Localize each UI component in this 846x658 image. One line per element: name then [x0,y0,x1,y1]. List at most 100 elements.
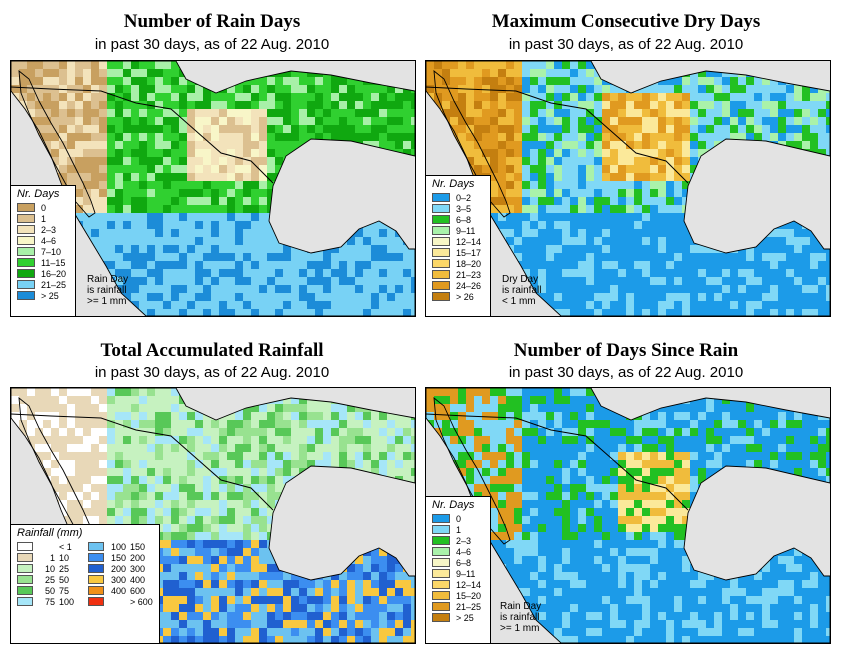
legend-row: 300 400 [88,574,159,585]
map-consecutive-dry-days: Nr. Days 0–2 3–5 6–8 9–11 12–14 15–17 18–20 21–… [425,60,831,317]
legend-label: > 26 [456,291,474,302]
legend-dry-days: Nr. Days 0–2 3–5 6–8 9–11 12–14 15–17 18–20 21–… [426,175,491,316]
dry-day-note: Dry Day is rainfall < 1 mm [502,274,541,307]
legend-swatch [432,204,450,213]
mexico-map [11,61,415,316]
note-line: Rain Day [87,274,129,285]
legend-swatch [17,247,35,256]
legend-swatch [17,597,33,606]
legend-label: 9–11 [456,225,476,236]
legend-row: 3–5 [426,203,490,214]
legend-range-high: < 1 [59,541,72,552]
legend-label: 6–8 [456,557,472,568]
legend-range-low: 100 [110,541,126,552]
legend-rain-days: Nr. Days 0 1 2–3 4–6 7–10 11–15 16–20 21–25 > 25 [11,185,76,316]
legend-row: 9–11 [426,568,490,579]
note-line: Rain Day [500,601,542,612]
panel2-title: Maximum Consecutive Dry Days [491,11,761,32]
legend-label: 18–20 [456,258,482,269]
panel3-subtitle: in past 30 days, as of 22 Aug. 2010 [94,364,330,381]
legend-swatch [17,236,35,245]
legend-swatch [17,203,35,212]
legend-label: 15–20 [456,590,482,601]
legend-swatch [17,258,35,267]
legend-row: 1 10 [17,552,88,563]
legend-label: 3–5 [456,203,472,214]
legend-swatch [432,558,450,567]
legend-range-high: 50 [59,574,70,585]
legend-range-low: 300 [110,574,126,585]
legend-rows: 0 1 2–3 4–6 6–8 9–11 12–14 15–20 21–25 > 25 [426,513,490,623]
legend-range-low: 75 [44,596,55,607]
rain-day-note: Rain Day is rainfall >= 1 mm [500,601,541,634]
legend-row: 21–23 [426,269,490,280]
legend-swatch [432,591,450,600]
map-rain-days: Nr. Days 0 1 2–3 4–6 7–10 11–15 16–20 21–25 > 25… [10,60,416,317]
legend-row: 6–8 [426,214,490,225]
legend-swatch [432,580,450,589]
legend-row: 15–17 [426,247,490,258]
legend-range-high: > 600 [130,596,153,607]
panel3-title: Total Accumulated Rainfall [100,340,324,361]
legend-row: > 25 [11,290,75,301]
legend-row: 400 600 [88,585,159,596]
legend-label: 6–8 [456,214,472,225]
legend-range-low: 1 [49,552,55,563]
legend-row: 50 75 [17,585,88,596]
legend-label: 2–3 [41,224,57,235]
legend-title: Rainfall (mm) [17,527,83,539]
legend-row: 150 200 [88,552,159,563]
legend-title: Nr. Days [432,178,475,190]
legend-label: 4–6 [456,546,472,557]
legend-swatch [17,564,33,573]
legend-range-high: 75 [59,585,70,596]
legend-col-left: < 1 1 10 10 25 25 50 50 75 75 100 [17,541,88,607]
legend-row: > 26 [426,291,490,302]
legend-row: 0 [426,513,490,524]
legend-swatch [88,586,104,595]
legend-label: 24–26 [456,280,482,291]
legend-swatch [432,270,450,279]
legend-row: 12–14 [426,579,490,590]
note-line: >= 1 mm [87,296,127,307]
legend-label: 1 [456,524,462,535]
panel4-title: Number of Days Since Rain [513,340,739,361]
legend-row: 15–20 [426,590,490,601]
legend-row: 6–8 [426,557,490,568]
legend-swatch [432,536,450,545]
legend-swatch [17,214,35,223]
legend-row: 0 [11,202,75,213]
map-accumulated-rainfall: Rainfall (mm) < 1 1 10 10 25 25 50 50 75 75 100 10… [10,387,416,644]
legend-label: 0 [41,202,47,213]
panel1-subtitle: in past 30 days, as of 22 Aug. 2010 [94,36,330,53]
legend-row: 2–3 [11,224,75,235]
legend-title: Nr. Days [17,188,60,200]
legend-label: 15–17 [456,247,482,258]
legend-range-high: 600 [130,585,146,596]
legend-swatch [432,525,450,534]
legend-swatch [17,542,33,551]
legend-row: 200 300 [88,563,159,574]
legend-row: > 25 [426,612,490,623]
legend-swatch [432,292,450,301]
legend-range-low: 50 [44,585,55,596]
legend-swatch [17,575,33,584]
legend-row: > 600 [88,596,159,607]
map-days-since-rain: Nr. Days 0 1 2–3 4–6 6–8 9–11 12–14 15–20 21–25 >… [425,387,831,644]
legend-row: 9–11 [426,225,490,236]
legend-label: > 25 [456,612,474,623]
legend-label: 2–3 [456,535,472,546]
legend-swatch [17,291,35,300]
legend-row: 100 150 [88,541,159,552]
legend-row: 7–10 [11,246,75,257]
legend-range-high: 300 [130,563,146,574]
legend-row: 2–3 [426,535,490,546]
legend-label: 21–25 [41,279,67,290]
legend-row: 10 25 [17,563,88,574]
legend-swatch [432,259,450,268]
legend-label: 21–23 [456,269,482,280]
legend-row: 11–15 [11,257,75,268]
legend-label: 0–2 [456,192,472,203]
legend-label: 21–25 [456,601,482,612]
legend-swatch [17,586,33,595]
